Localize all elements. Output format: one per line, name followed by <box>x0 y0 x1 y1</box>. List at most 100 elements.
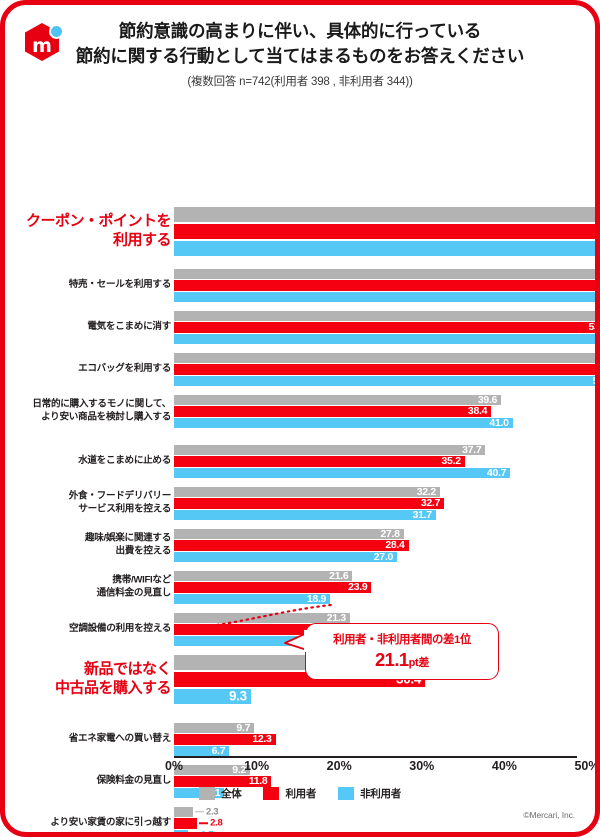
x-tick-label: 40% <box>491 759 517 773</box>
bar-rect <box>174 280 595 291</box>
value-leader-line <box>199 822 209 825</box>
chart-row: 外食・フードデリバリー サービス利用を控える 32.2 32.7 31.7 <box>5 485 595 521</box>
category-label: 趣味/娯楽に関連する 出費を控える <box>84 533 171 557</box>
bar-user: 55.3 <box>174 364 595 375</box>
bar-total: 65.2 <box>174 268 595 280</box>
chart-row: 趣味/娯楽に関連する 出費を控える 27.8 28.4 27.0 <box>5 528 595 563</box>
bar-value-label: 40.7 <box>486 466 507 479</box>
callout-connector-line <box>215 603 333 627</box>
chart-row: より安い家賃の家に引っ越す 2.3 2.8 1.7 <box>5 806 595 837</box>
bar-rect <box>174 722 255 734</box>
page-title-line1: 節約意識の高まりに伴い、具体的に行っている <box>118 21 482 41</box>
bar-value-label: 31.7 <box>412 508 433 521</box>
mercari-logo-icon: m <box>23 19 69 65</box>
bar-value-label: 9.7 <box>236 721 251 734</box>
bar-rect <box>174 528 404 540</box>
bar-total: 21.6 <box>174 569 585 582</box>
bar-nonuser: 31.7 <box>174 508 585 521</box>
bar-rect <box>174 444 486 456</box>
header: m 節約意識の高まりに伴い、具体的に行っている 節約に関する行動として当てはまる… <box>5 5 595 93</box>
bar-user: 12.3 <box>174 733 585 746</box>
chart-row: 省エネ家電への買い替え 9.7 12.3 6.7 <box>5 721 595 757</box>
callout-tail <box>284 630 310 652</box>
bar-total: 37.7 <box>174 444 585 456</box>
bar-group: 21.6 23.9 18.9 <box>174 569 585 605</box>
bar-rect <box>174 352 595 364</box>
bar-rect <box>174 818 198 829</box>
bar-rect <box>174 364 595 375</box>
bar-value-label: 12.3 <box>252 733 272 746</box>
bar-rect <box>174 268 595 280</box>
bar-value-label: 2.8 <box>210 817 223 829</box>
bar-total: 74.5 <box>174 206 595 223</box>
bar-rect <box>174 322 595 333</box>
logo-blue-dot-icon <box>49 24 64 39</box>
bar-group: 37.7 35.2 40.7 <box>174 444 585 479</box>
bar-value-label: 9.2 <box>232 763 246 776</box>
bar-rect <box>174 612 350 624</box>
bar-rect <box>174 593 331 605</box>
legend-swatch <box>199 787 216 800</box>
chart-row: 特売・セールを利用する65.268.161.9 <box>5 268 595 303</box>
callout-line2: 21.1pt差 <box>312 649 492 671</box>
bar-user: 23.9 <box>174 581 585 594</box>
category-label: 新品ではなく 中古品を購入する <box>54 661 172 697</box>
bar-value-label: 23.9 <box>348 581 368 594</box>
bar-rect <box>174 582 372 593</box>
bar-nonuser: 53.5 <box>174 375 595 387</box>
copyright-text: ©Mercari, Inc. <box>523 810 575 820</box>
bar-rect <box>174 375 595 387</box>
bar-nonuser: 1.7 <box>174 829 585 837</box>
bar-total: 55.0 <box>174 310 595 322</box>
bar-nonuser: 18.9 <box>174 592 585 605</box>
legend-item-user: 利用者 <box>263 786 316 801</box>
callout-line1: 利用者・非利用者間の差1位 <box>333 634 471 646</box>
bar-rect <box>174 624 364 635</box>
chart-row: 日常的に購入するモノに関して、 より安い商品を検討し購入する 39.6 38.4 41… <box>5 393 595 429</box>
bar-rect <box>174 540 409 551</box>
bar-value-label: 39.6 <box>477 393 498 406</box>
bar-value-label: 18.9 <box>306 592 327 605</box>
bar-value-label: 53.5 <box>592 374 599 387</box>
category-label: 水道をこまめに止める <box>78 455 171 467</box>
legend-label: 全体 <box>221 788 242 800</box>
bar-total: 27.8 <box>174 528 585 540</box>
bar-value-label: 21.6 <box>329 569 349 582</box>
bar-rect <box>174 498 445 509</box>
bar-rect <box>174 291 595 303</box>
bar-user: 68.1 <box>174 280 595 291</box>
bar-group: 27.8 28.4 27.0 <box>174 528 585 563</box>
bar-value-label: 35.2 <box>441 455 462 468</box>
chart-row: エコバッグを利用する54.455.353.5 <box>5 352 595 387</box>
callout-unit: pt差 <box>408 657 430 669</box>
bar-value-label: 32.2 <box>416 485 437 498</box>
bar-group: 9.7 12.3 6.7 <box>174 721 585 757</box>
bar-user: 53.0 <box>174 321 595 333</box>
bar-value-label: 53.0 <box>588 321 600 334</box>
bar-rect <box>174 240 595 257</box>
category-label: 電気をこまめに消す <box>87 321 171 333</box>
x-axis-ticks: 0% 10% 20% 30% 40% 50% <box>165 759 595 777</box>
bar-user: 38.4 <box>174 405 585 418</box>
bar-value-label: 38.4 <box>467 405 488 418</box>
legend-swatch <box>338 787 355 800</box>
bar-value-label: 1.7 <box>201 829 214 837</box>
bar-rect <box>174 206 595 223</box>
x-tick-label: 50% <box>574 759 600 773</box>
bar-rect <box>174 829 189 832</box>
bar-rect <box>174 654 345 671</box>
bar-value-label: 11.8 <box>248 775 268 788</box>
bar-group: 2.3 2.8 1.7 <box>174 806 585 837</box>
bar-nonuser: 61.9 <box>174 291 595 303</box>
bar-nonuser: 57.3 <box>174 333 595 345</box>
bar-total: 9.2 <box>174 763 585 776</box>
category-label: クーポン・ポイントを 利用する <box>25 213 172 249</box>
bar-value-label: 9.3 <box>228 688 247 704</box>
category-label: 空調設備の利用を控える <box>69 623 171 635</box>
bar-rect <box>174 509 436 521</box>
bar-rect <box>174 764 250 776</box>
category-label: エコバッグを利用する <box>78 363 171 375</box>
category-label: より安い家賃の家に引っ越す <box>50 817 171 829</box>
bar-group: 55.053.057.3 <box>174 310 595 345</box>
bar-user: 2.8 <box>174 818 585 829</box>
